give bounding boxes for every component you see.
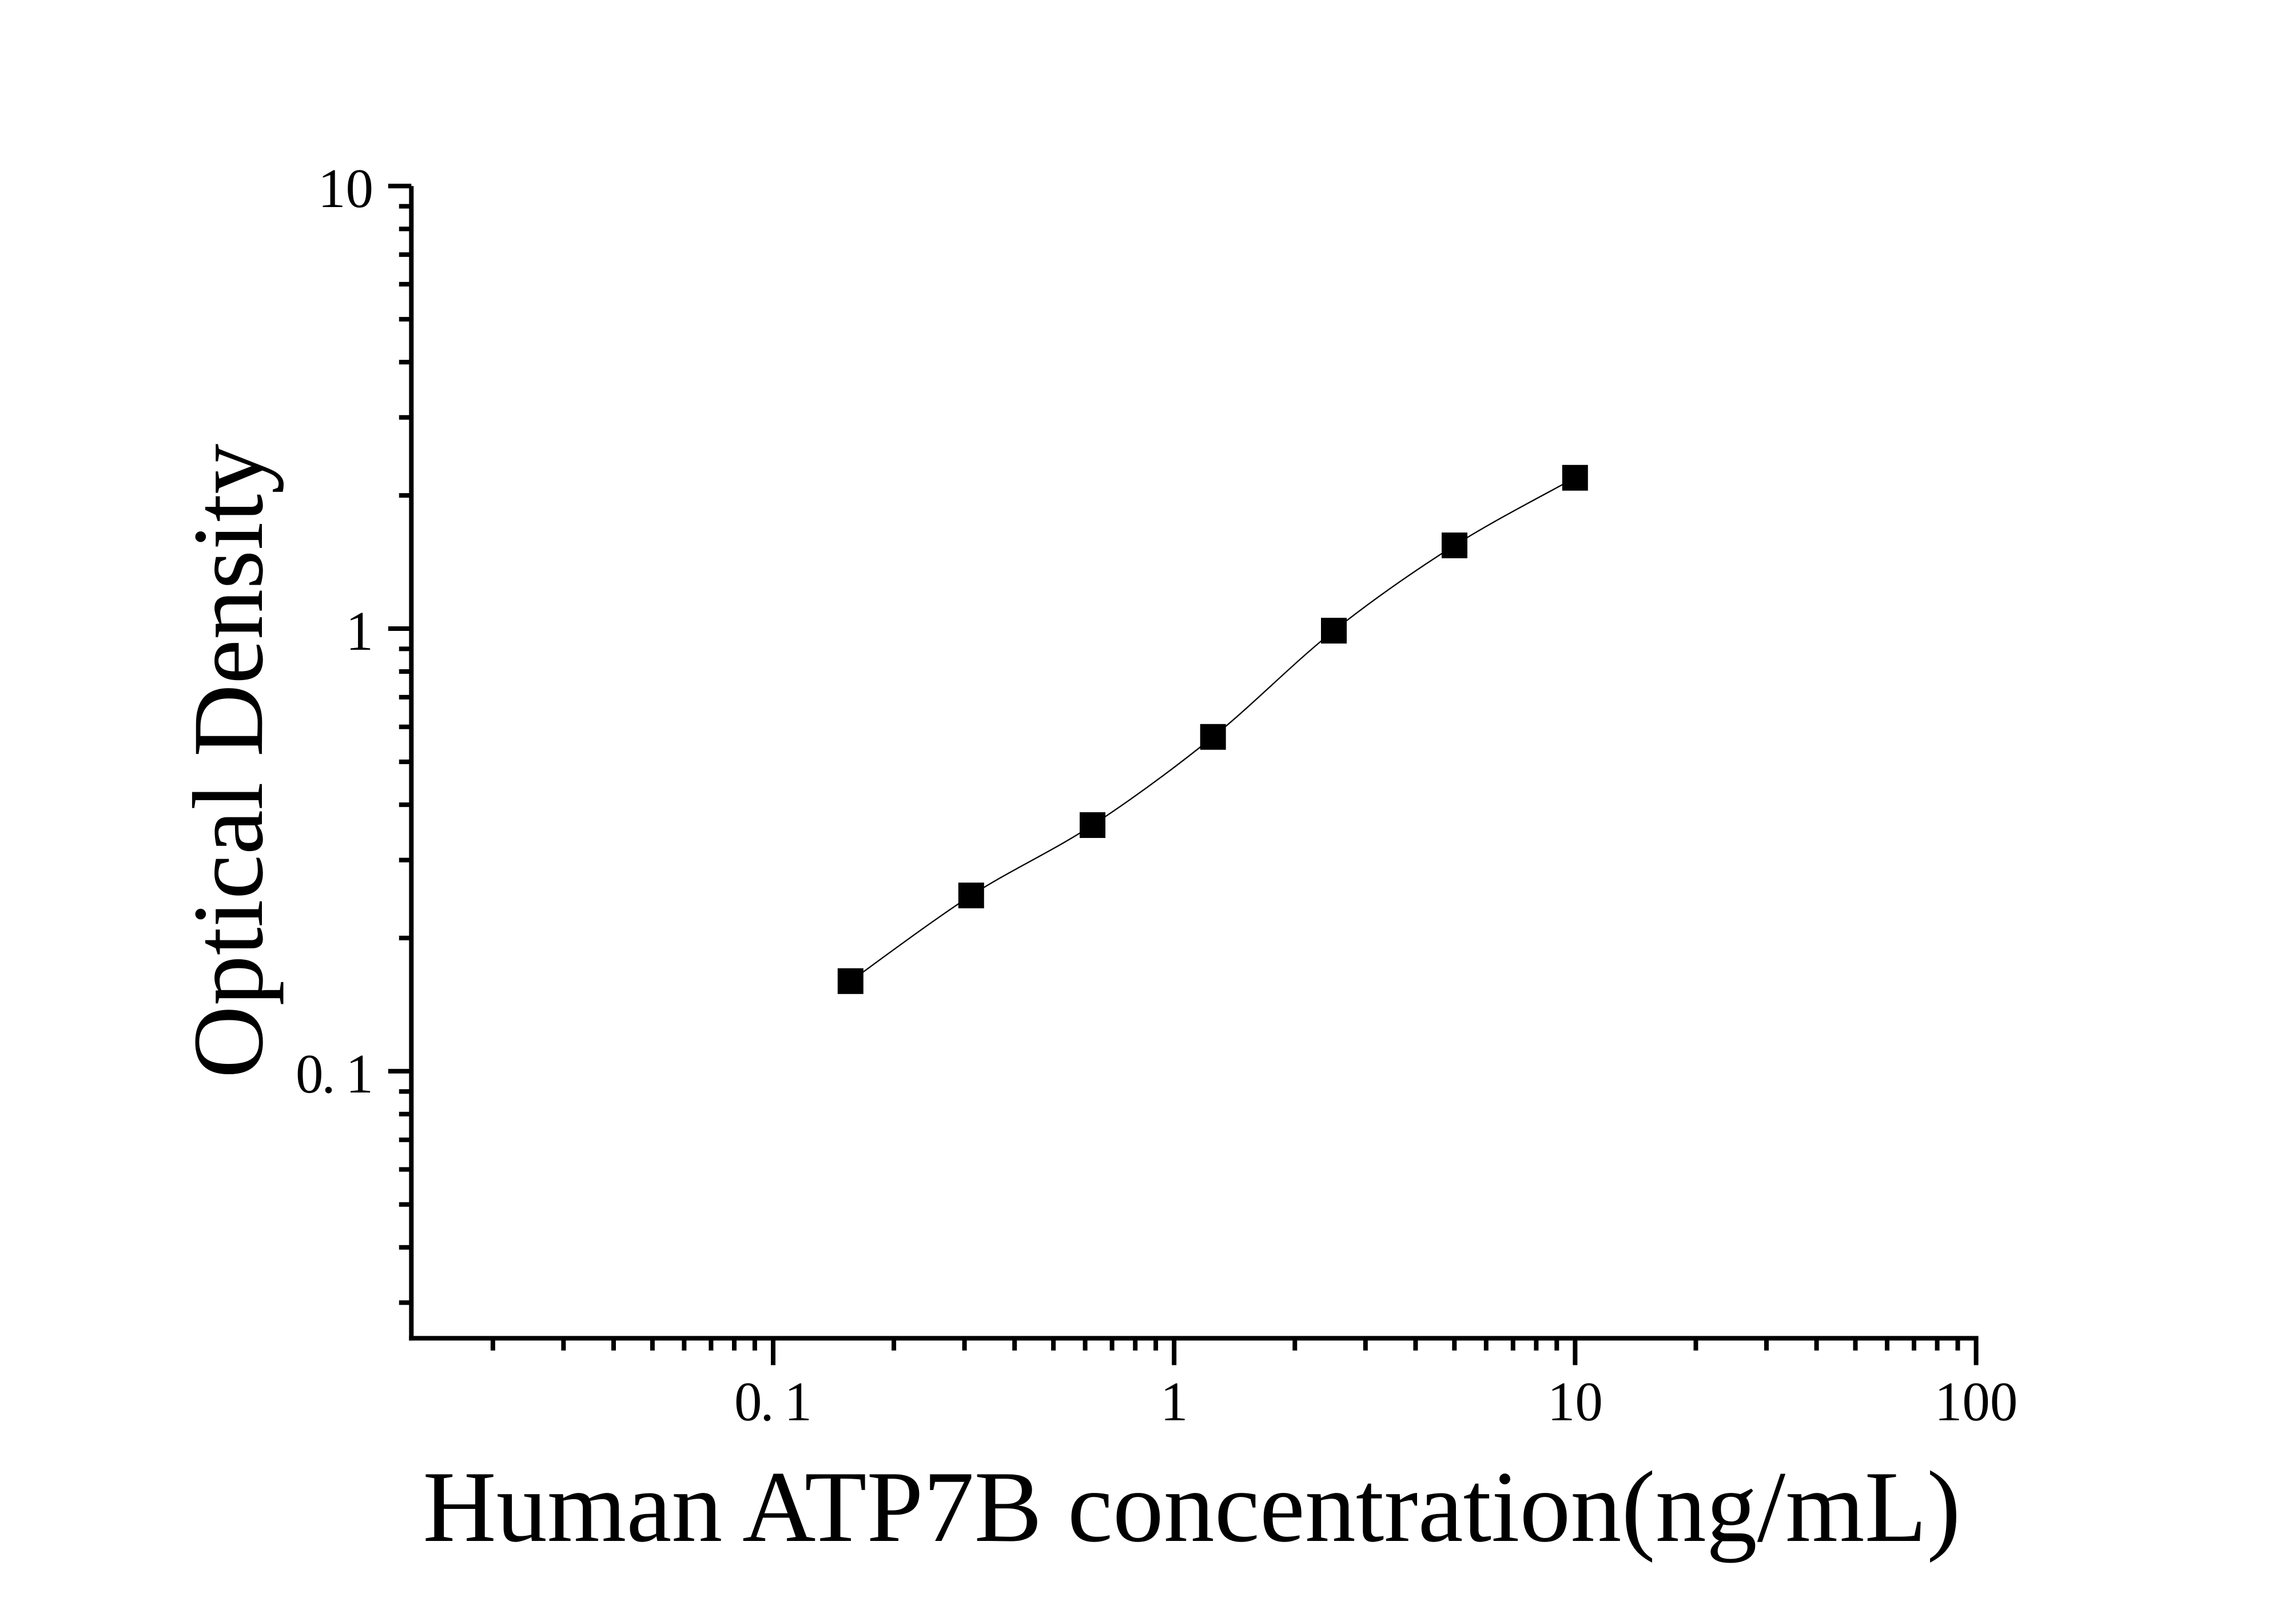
svg-text:Optical Density: Optical Density — [173, 444, 284, 1079]
svg-text:0. 1: 0. 1 — [734, 1371, 812, 1432]
svg-text:0. 1: 0. 1 — [296, 1043, 373, 1105]
svg-text:10: 10 — [1547, 1371, 1603, 1432]
svg-text:10: 10 — [318, 158, 373, 219]
svg-text:Human ATP7B concentration(ng/m: Human ATP7B concentration(ng/mL) — [423, 1450, 1960, 1563]
svg-text:100: 100 — [1935, 1371, 2018, 1432]
svg-text:1: 1 — [1160, 1371, 1188, 1432]
svg-text:1: 1 — [346, 601, 374, 662]
